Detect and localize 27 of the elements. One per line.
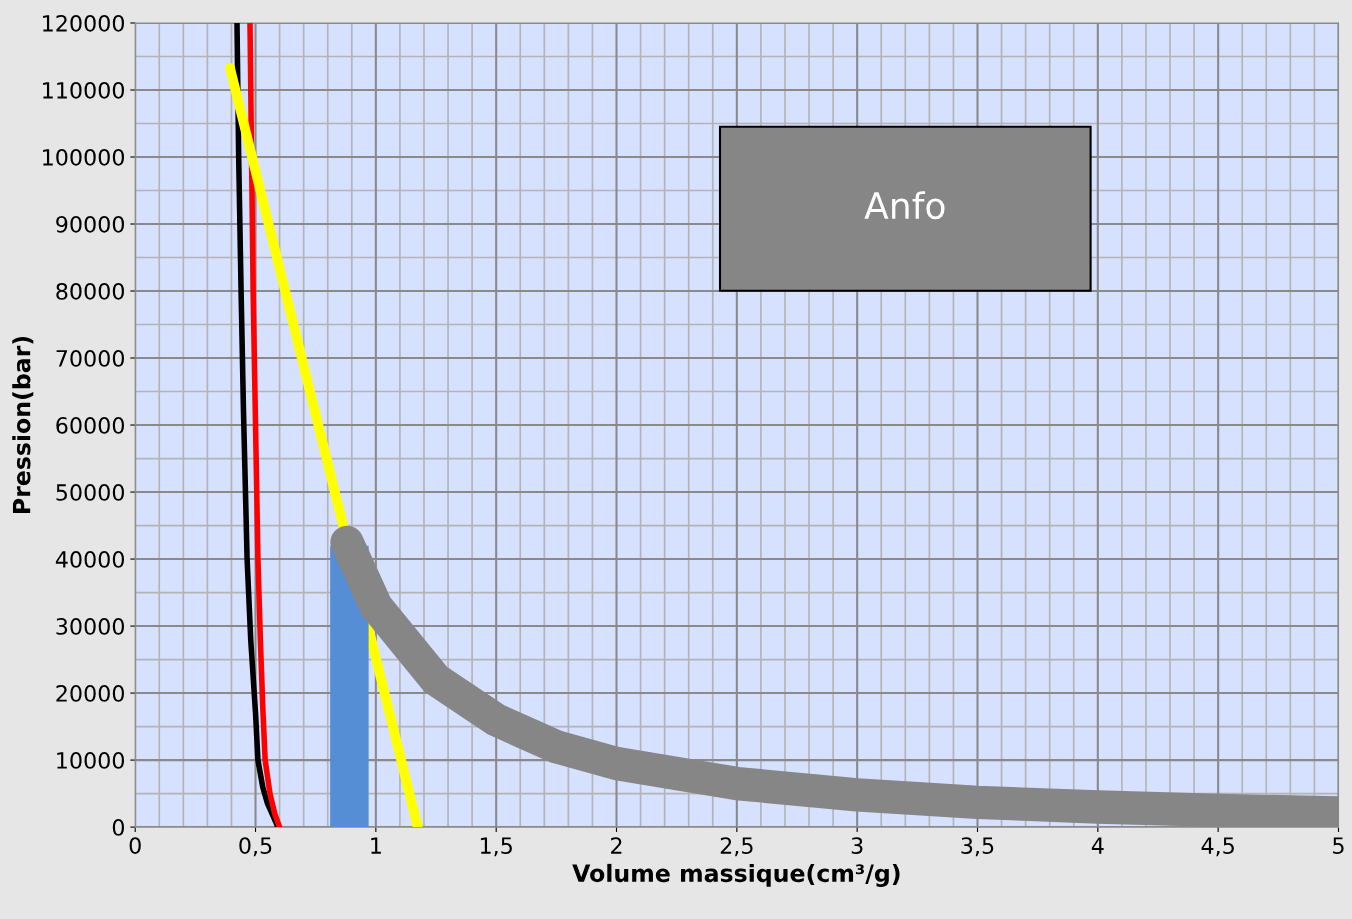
y-tick-label: 90000 (56, 215, 124, 233)
x-tick-label: 0 (129, 837, 141, 855)
y-tick-label: 120000 (43, 14, 124, 32)
x-axis-title: Volume massique(cm³/g) (572, 863, 900, 887)
y-axis-title: Pression(bar) (12, 336, 34, 513)
x-tick-label: 4 (1091, 837, 1104, 854)
y-tick-label: 100000 (43, 148, 124, 166)
y-tick-label: 20000 (56, 685, 124, 702)
y-tick-label: 70000 (56, 349, 124, 367)
x-tick-label: 1,5 (480, 837, 512, 857)
y-tick-label: 80000 (56, 282, 124, 300)
x-tick-label: 3 (851, 837, 863, 855)
y-tick-label: 10000 (57, 752, 124, 769)
y-tick-label: 60000 (56, 416, 124, 434)
y-tick-label: 110000 (43, 81, 124, 99)
x-tick-label: 1 (371, 837, 381, 854)
y-tick-label: 50000 (56, 484, 124, 501)
x-tick-label: 4,5 (1201, 837, 1234, 857)
x-tick-label: 2 (611, 837, 622, 854)
y-tick-label: 30000 (56, 618, 124, 635)
annotation: Anfo (864, 191, 945, 220)
x-tick-label: 2,5 (720, 837, 753, 857)
y-tick-label: 40000 (55, 551, 124, 568)
x-tick-label: 5 (1333, 837, 1344, 855)
x-tick-label: 0,5 (239, 837, 272, 857)
x-tick-label: 3,5 (961, 837, 994, 857)
y-tick-label: 0 (112, 819, 124, 836)
